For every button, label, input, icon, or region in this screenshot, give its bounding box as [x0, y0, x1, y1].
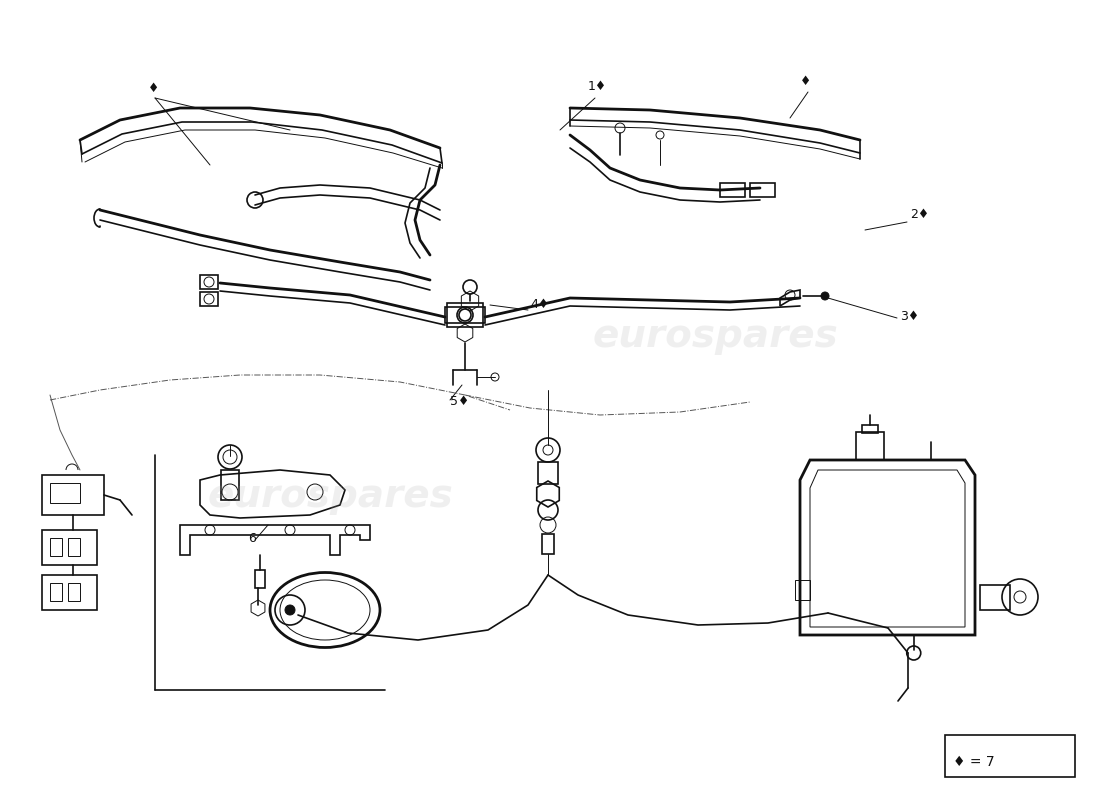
Bar	[542, 534, 554, 554]
Bar	[538, 462, 558, 484]
Text: 1♦: 1♦	[588, 80, 607, 93]
Text: 3♦: 3♦	[900, 310, 920, 323]
Bar	[720, 183, 745, 197]
Bar	[50, 538, 62, 556]
Circle shape	[821, 292, 829, 300]
Circle shape	[223, 450, 236, 464]
Text: 5♦: 5♦	[450, 395, 470, 408]
Text: 4♦: 4♦	[530, 298, 549, 311]
Bar	[68, 583, 80, 601]
Text: 2♦: 2♦	[910, 208, 930, 221]
Bar	[945, 735, 1075, 777]
Bar	[68, 538, 80, 556]
Bar	[856, 432, 884, 460]
Bar	[42, 575, 97, 610]
Text: 6: 6	[248, 532, 256, 545]
Circle shape	[543, 445, 553, 455]
Bar	[50, 483, 80, 503]
Bar	[200, 292, 218, 306]
Text: ♦: ♦	[148, 82, 159, 95]
Text: ♦: ♦	[800, 75, 812, 88]
Circle shape	[491, 373, 499, 381]
Bar	[255, 570, 265, 588]
Text: eurospares: eurospares	[207, 477, 453, 515]
Bar	[42, 530, 97, 565]
Bar	[200, 275, 218, 289]
Bar	[447, 303, 483, 327]
Bar	[221, 470, 239, 500]
Circle shape	[285, 605, 295, 615]
Text: ♦ = 7: ♦ = 7	[953, 755, 994, 769]
Bar	[862, 425, 878, 433]
Bar	[750, 183, 776, 197]
Bar	[980, 585, 1010, 610]
Circle shape	[456, 307, 473, 323]
Bar	[50, 583, 62, 601]
Bar	[795, 580, 810, 600]
Text: eurospares: eurospares	[592, 317, 838, 355]
Bar	[42, 475, 104, 515]
